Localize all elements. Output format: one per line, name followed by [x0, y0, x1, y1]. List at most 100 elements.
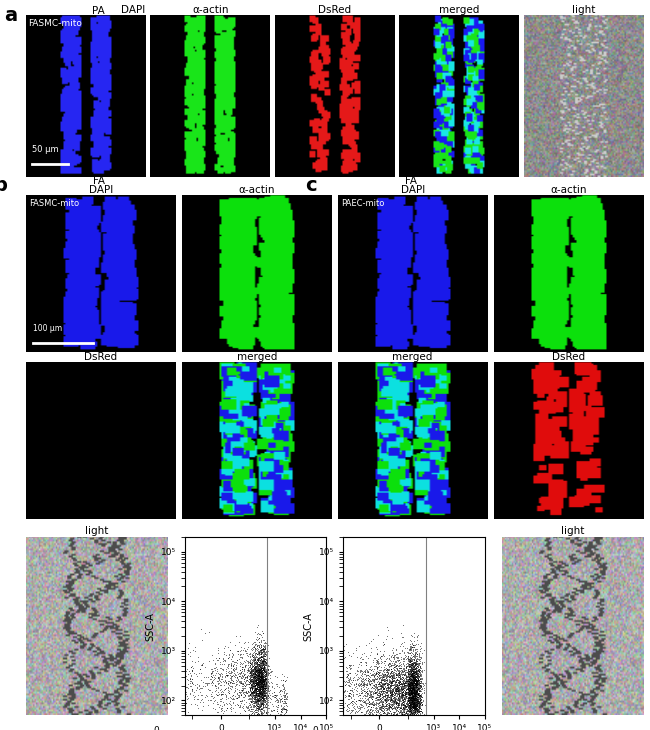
Point: [250, 644, 261, 656]
Point: [386, 694, 396, 706]
Point: [218, 677, 229, 688]
Point: [253, 677, 263, 688]
Point: [394, 687, 404, 699]
Point: [406, 669, 416, 680]
Point: [376, 683, 386, 695]
Point: [406, 683, 416, 694]
Point: [225, 637, 235, 648]
Point: [386, 680, 396, 691]
Point: [245, 701, 255, 712]
Point: [411, 668, 421, 680]
Point: [385, 710, 396, 721]
Point: [407, 702, 417, 713]
Point: [409, 680, 419, 691]
Point: [379, 678, 389, 690]
Point: [220, 655, 230, 666]
Point: [258, 660, 268, 672]
Point: [233, 699, 243, 711]
Point: [407, 639, 417, 650]
Point: [371, 704, 382, 715]
Point: [395, 679, 406, 691]
Point: [406, 655, 417, 666]
Point: [398, 699, 409, 711]
Point: [411, 685, 422, 697]
Point: [252, 689, 263, 701]
Point: [262, 673, 272, 685]
Point: [413, 706, 423, 718]
Point: [262, 664, 272, 675]
Point: [378, 639, 388, 650]
Point: [410, 663, 420, 675]
Point: [248, 691, 259, 703]
Point: [239, 691, 250, 703]
Point: [408, 637, 418, 649]
Point: [239, 668, 250, 680]
Point: [235, 677, 245, 688]
Point: [257, 662, 268, 674]
Point: [414, 684, 424, 696]
Point: [213, 681, 224, 693]
Point: [383, 682, 393, 694]
Point: [239, 680, 250, 692]
Point: [400, 710, 410, 721]
Point: [400, 710, 411, 721]
Point: [275, 685, 285, 696]
Point: [405, 682, 415, 694]
Point: [408, 685, 418, 696]
Point: [413, 702, 424, 713]
Point: [408, 680, 419, 692]
Point: [402, 710, 412, 721]
Point: [196, 667, 206, 679]
Point: [391, 685, 402, 697]
Point: [385, 695, 395, 707]
Point: [250, 660, 261, 672]
Point: [396, 705, 406, 717]
Point: [402, 710, 412, 721]
Point: [247, 673, 257, 685]
Point: [252, 672, 262, 683]
Point: [245, 672, 255, 683]
Point: [405, 675, 415, 686]
Point: [342, 685, 352, 697]
Point: [387, 688, 397, 700]
Point: [406, 694, 416, 706]
Point: [257, 655, 268, 666]
Point: [413, 700, 424, 712]
Point: [250, 680, 261, 691]
Point: [198, 680, 209, 692]
Point: [258, 663, 268, 675]
Point: [248, 665, 259, 677]
Point: [402, 685, 413, 697]
Point: [399, 695, 410, 707]
Point: [250, 670, 260, 682]
Point: [245, 685, 255, 697]
Point: [386, 659, 396, 671]
Point: [253, 687, 263, 699]
Point: [396, 710, 407, 721]
Point: [254, 683, 265, 695]
Point: [410, 710, 420, 721]
Point: [254, 680, 265, 691]
Point: [216, 674, 227, 685]
Point: [406, 693, 416, 704]
Point: [375, 672, 385, 684]
Point: [406, 688, 417, 699]
Point: [410, 655, 420, 666]
Point: [262, 704, 272, 716]
Point: [393, 684, 403, 696]
Point: [218, 675, 229, 686]
Point: [404, 688, 415, 699]
Point: [410, 659, 421, 671]
Point: [382, 652, 393, 664]
Point: [258, 676, 268, 688]
Point: [387, 702, 397, 714]
Text: PAEC-mito: PAEC-mito: [341, 199, 384, 208]
Point: [408, 706, 418, 718]
Point: [260, 683, 270, 694]
Point: [382, 708, 393, 720]
Point: [408, 697, 419, 709]
Point: [360, 710, 370, 721]
Point: [251, 658, 261, 669]
Point: [248, 700, 259, 712]
Point: [404, 678, 414, 690]
